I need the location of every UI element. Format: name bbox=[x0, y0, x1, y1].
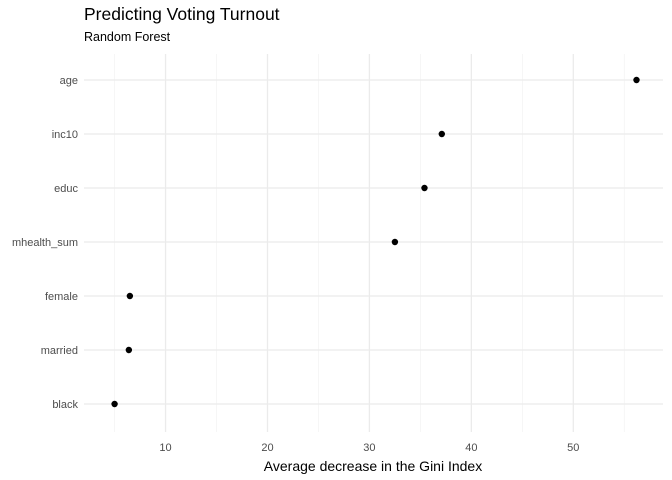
x-tick-label: 10 bbox=[159, 442, 171, 454]
y-tick-label: married bbox=[41, 345, 78, 357]
x-axis-title: Average decrease in the Gini Index bbox=[264, 458, 482, 474]
x-tick-labels: 10 20 30 40 50 bbox=[159, 442, 579, 454]
chart-title: Predicting Voting Turnout bbox=[84, 4, 280, 24]
data-point bbox=[125, 346, 133, 354]
data-points bbox=[111, 76, 640, 408]
y-tick-label: educ bbox=[54, 183, 78, 195]
grid-lines bbox=[84, 54, 663, 432]
y-tick-label: mhealth_sum bbox=[12, 237, 78, 249]
y-tick-label: age bbox=[60, 75, 78, 87]
y-tick-label: black bbox=[52, 399, 78, 411]
x-tick-label: 30 bbox=[363, 442, 375, 454]
data-point bbox=[438, 130, 445, 138]
x-tick-label: 50 bbox=[567, 442, 579, 454]
data-point bbox=[421, 184, 428, 192]
data-point bbox=[126, 292, 134, 300]
x-tick-label: 20 bbox=[261, 442, 273, 454]
x-tick-label: 40 bbox=[465, 442, 477, 454]
data-point bbox=[391, 238, 399, 246]
data-point bbox=[111, 400, 118, 408]
data-point bbox=[633, 76, 640, 84]
y-tick-label: inc10 bbox=[52, 129, 78, 141]
chart-subtitle: Random Forest bbox=[84, 30, 171, 44]
y-tick-label: female bbox=[45, 291, 78, 303]
